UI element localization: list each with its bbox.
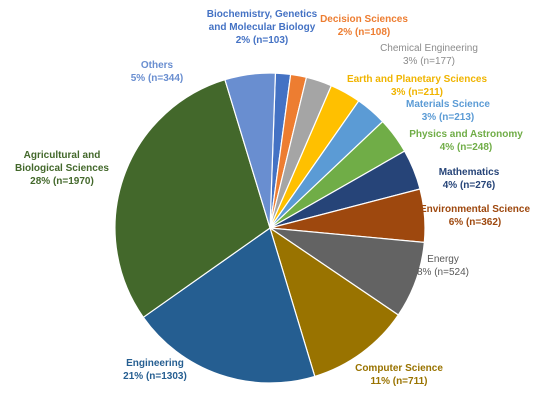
- slice-label-earth-and-planetary-sciences: Earth and Planetary Sciences 3% (n=211): [347, 74, 488, 98]
- slice-label-value: 6% (n=362): [449, 217, 502, 228]
- slice-label-name: Engineering: [126, 358, 184, 369]
- slice-label-energy: Energy 8% (n=524): [417, 254, 469, 278]
- pie-slice-agricultural-and-biological-sciences: [114, 78, 271, 319]
- slice-label-value: 2% (n=103): [236, 35, 289, 46]
- slice-label-name: Computer Science: [355, 363, 443, 374]
- slice-label-physics-and-astronomy: Physics and Astronomy 4% (n=248): [409, 129, 523, 153]
- slice-label-others: Others 5% (n=344): [131, 60, 184, 84]
- slice-label-value: 8% (n=524): [417, 267, 469, 278]
- pie-slice-others: [224, 72, 277, 229]
- slice-label-name: Earth and Planetary Sciences: [347, 74, 488, 85]
- slice-label-value: 11% (n=711): [371, 376, 428, 387]
- slice-label-value: 28% (n=1970): [30, 176, 94, 187]
- slice-label-value: 4% (n=248): [440, 142, 493, 153]
- slice-label-name: Chemical Engineering: [380, 43, 478, 54]
- slice-label-name: Biochemistry, Genetics: [207, 9, 318, 20]
- slice-label-value: 3% (n=177): [403, 56, 455, 67]
- slice-label-name: Environmental Science: [420, 204, 530, 215]
- slice-label-name: Others: [141, 60, 174, 71]
- slice-label-name: Agricultural and: [24, 150, 101, 161]
- slice-label-value: 21% (n=1303): [123, 371, 187, 382]
- slice-label-name: Energy: [427, 254, 459, 265]
- slice-label-name: Decision Sciences: [320, 14, 408, 25]
- slice-label-value: 2% (n=108): [338, 27, 391, 38]
- slice-label-value: 3% (n=213): [422, 112, 475, 123]
- slice-label-name: Biological Sciences: [15, 163, 109, 174]
- slice-label-materials-science: Materials Science 3% (n=213): [406, 99, 490, 123]
- slice-label-name: Physics and Astronomy: [409, 129, 523, 140]
- slice-label-name: and Molecular Biology: [209, 22, 316, 33]
- slice-label-environmental-science: Environmental Science 6% (n=362): [420, 204, 530, 228]
- slice-label-computer-science: Computer Science 11% (n=711): [355, 363, 443, 387]
- slice-label-engineering: Engineering 21% (n=1303): [123, 358, 187, 382]
- slice-label-name: Materials Science: [406, 99, 490, 110]
- slice-label-biochemistry-genetics-and-molecular-biology: Biochemistry, Genetics and Molecular Biol…: [207, 9, 318, 46]
- slice-label-mathematics: Mathematics 4% (n=276): [439, 167, 500, 191]
- slice-label-decision-sciences: Decision Sciences 2% (n=108): [320, 14, 408, 38]
- slice-label-agricultural-and-biological-sciences: Agricultural and Biological Sciences 28% (…: [15, 150, 109, 187]
- slice-label-value: 3% (n=211): [391, 87, 443, 98]
- pie-slice-computer-science: [268, 226, 400, 378]
- slice-label-value: 5% (n=344): [131, 73, 184, 84]
- slice-label-value: 4% (n=276): [443, 180, 496, 191]
- pie-slice-engineering: [142, 227, 316, 384]
- slice-label-chemical-engineering: Chemical Engineering 3% (n=177): [380, 43, 478, 67]
- slice-label-name: Mathematics: [439, 167, 500, 178]
